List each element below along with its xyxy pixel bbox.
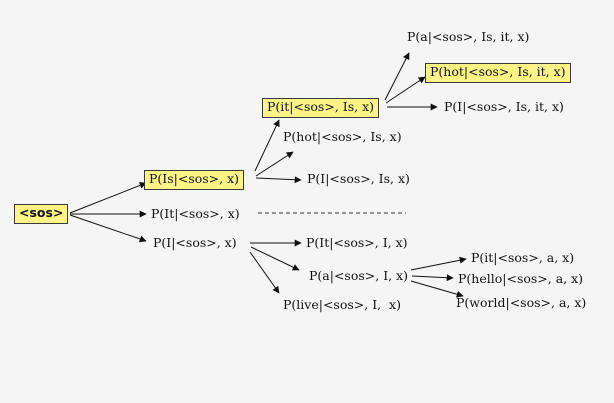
node-hello-after-a: P(hello|<sos>, a, x) [458, 271, 584, 286]
root-node-sos: <sos> [14, 204, 69, 224]
arrow-root-to-i [69, 214, 147, 243]
node-hot-l2: P(hot|<sos>, Is, x) [283, 129, 402, 144]
node-it-after-a: P(it|<sos>, a, x) [471, 250, 575, 265]
node-is: P(Is|<sos>, x) [144, 170, 245, 190]
arrow-is-to-it [254, 119, 280, 172]
arrow-is-to-i [255, 176, 302, 184]
node-live-after-i: P(live|<sos>, I, x) [283, 297, 401, 312]
node-it-after-i: P(It|<sos>, I, x) [306, 235, 408, 250]
node-a-after-i: P(a|<sos>, I, x) [309, 268, 409, 283]
node-i-l2: P(I|<sos>, Is, x) [307, 171, 410, 186]
node-a-l3: P(a|<sos>, Is, it, x) [407, 29, 530, 44]
arrow-it-to-hot [385, 76, 426, 104]
node-hot-l3: P(hot|<sos>, Is, it, x) [425, 63, 571, 83]
arrow-i-to-live [249, 251, 280, 294]
arrow-a-to-hello [411, 274, 454, 282]
node-i-l1: P(I|<sos>, x) [153, 235, 237, 250]
arrow-i-to-a [250, 246, 300, 271]
node-world-after-a: P(world|<sos>, a, x) [456, 295, 587, 310]
arrow-root-to-is [69, 182, 147, 214]
node-it-l2: P(it|<sos>, Is, x) [262, 98, 379, 118]
arrow-it-to-a [384, 52, 410, 101]
arrow-is-to-hot [255, 151, 294, 177]
node-it-l1: P(It|<sos>, x) [151, 206, 240, 221]
node-i-l3: P(I|<sos>, Is, it, x) [444, 99, 564, 114]
arrow-a-to-world [410, 280, 464, 298]
arrow-a-to-it [410, 256, 467, 271]
